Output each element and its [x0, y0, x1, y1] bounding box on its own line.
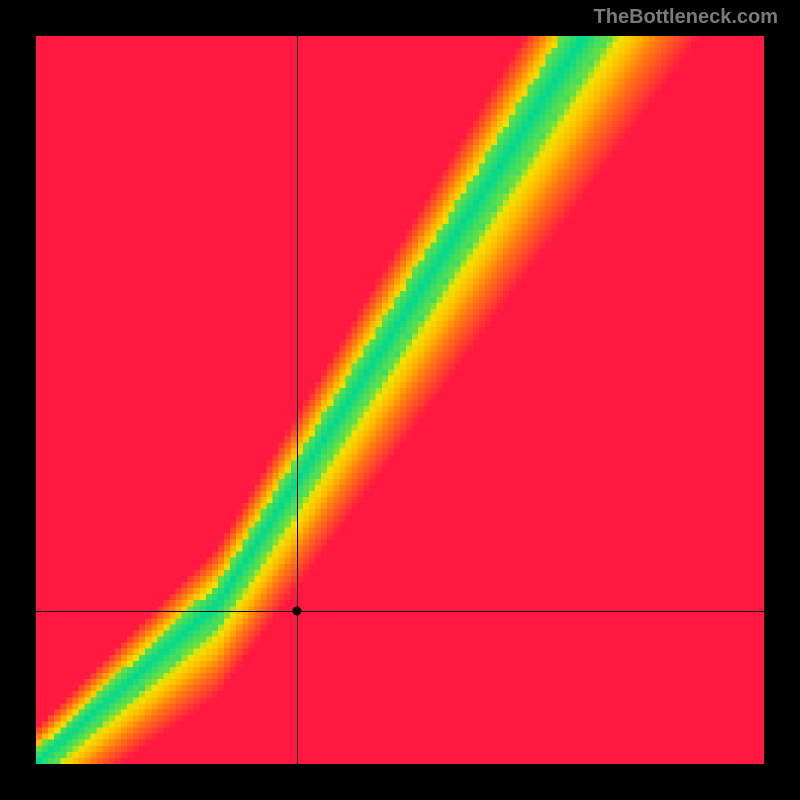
crosshair-vertical	[297, 36, 298, 764]
watermark-text: TheBottleneck.com	[594, 6, 778, 29]
crosshair-horizontal	[36, 611, 764, 612]
heatmap-canvas	[36, 36, 764, 764]
heatmap-plot	[36, 36, 764, 764]
crosshair-marker	[292, 607, 301, 616]
